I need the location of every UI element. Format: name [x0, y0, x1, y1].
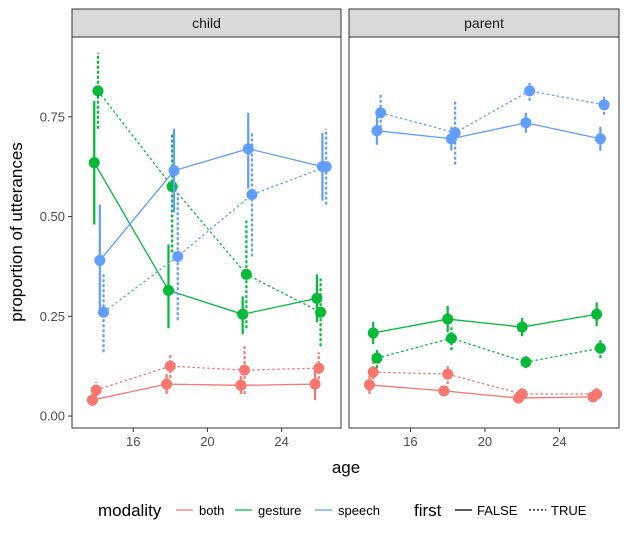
x-tick-label: 20 — [478, 434, 492, 449]
legend-label-TRUE: TRUE — [551, 503, 587, 518]
chart-panels: child 16 20 24 parent 16 20 24 — [71, 8, 620, 449]
legend-title-first: first — [414, 501, 442, 520]
series-line — [369, 384, 593, 399]
data-point — [168, 165, 180, 177]
panel-border — [71, 36, 342, 429]
data-point — [442, 313, 454, 325]
x-tick-label: 24 — [552, 434, 566, 449]
data-point — [161, 378, 173, 390]
data-point — [94, 254, 106, 266]
series-both-TRUE — [367, 360, 603, 401]
series-line — [93, 162, 318, 315]
data-point — [240, 268, 252, 280]
series-line — [376, 122, 601, 140]
series-gesture-TRUE — [92, 52, 327, 347]
data-point — [371, 125, 383, 137]
panel-parent: parent 16 20 24 — [348, 8, 620, 449]
data-point — [164, 360, 176, 372]
data-point — [375, 107, 387, 119]
legend-label-gesture: gesture — [258, 503, 301, 518]
data-point — [92, 85, 104, 97]
panel-child: child 16 20 24 — [71, 8, 342, 449]
y-tick-label: 0.50 — [40, 209, 65, 224]
facet-strip-label: child — [192, 15, 221, 31]
x-tick-label: 24 — [274, 434, 288, 449]
data-point — [591, 308, 603, 320]
series-gesture-TRUE — [371, 326, 606, 369]
data-point — [88, 157, 100, 169]
series-line — [103, 166, 327, 313]
data-point — [367, 366, 379, 378]
panel-border — [348, 36, 620, 429]
series-line — [95, 365, 319, 391]
x-axis-label: age — [332, 458, 360, 477]
series-speech-TRUE — [98, 128, 332, 353]
data-point — [594, 133, 606, 145]
data-point — [320, 161, 332, 173]
series-gesture-FALSE — [367, 302, 603, 345]
series-line — [97, 90, 321, 313]
data-point — [591, 388, 603, 400]
series-both-FALSE — [86, 368, 321, 407]
data-point — [524, 85, 536, 97]
series-line — [373, 313, 597, 334]
x-tick-label: 20 — [200, 434, 214, 449]
data-point — [520, 356, 532, 368]
y-tick-label: 0.75 — [40, 109, 65, 124]
facet-strip — [71, 8, 342, 38]
legend: modality both gesture speech first FALSE TRUE — [98, 501, 587, 520]
data-point — [598, 99, 610, 111]
data-point — [371, 352, 383, 364]
data-point — [315, 306, 327, 318]
data-point — [98, 306, 110, 318]
data-point — [449, 127, 461, 139]
data-point — [90, 384, 102, 396]
series-line — [373, 371, 597, 395]
facet-strip — [348, 8, 620, 38]
data-point — [166, 181, 178, 193]
y-tick-label: 0.25 — [40, 309, 65, 324]
legend-label-FALSE: FALSE — [477, 503, 518, 518]
x-tick-label: 16 — [126, 434, 140, 449]
series-speech-FALSE — [371, 112, 606, 151]
legend-label-both: both — [199, 503, 224, 518]
data-point — [162, 284, 174, 296]
data-point — [172, 250, 184, 262]
series-gesture-FALSE — [88, 100, 323, 335]
series-line — [380, 90, 605, 134]
series-speech-TRUE — [375, 80, 610, 165]
data-point — [313, 362, 325, 374]
data-point — [367, 327, 379, 339]
data-point — [516, 321, 528, 333]
legend-label-speech: speech — [338, 503, 380, 518]
y-axis: 0.00 0.25 0.50 0.75 — [40, 109, 72, 424]
data-point — [445, 332, 457, 344]
data-point — [516, 388, 528, 400]
y-axis-label: proportion of utterances — [7, 142, 26, 322]
series-line — [99, 148, 323, 261]
x-tick-label: 16 — [403, 434, 417, 449]
data-point — [246, 189, 258, 201]
facet-strip-label: parent — [464, 15, 504, 31]
data-point — [239, 364, 251, 376]
legend-title-modality: modality — [98, 501, 162, 520]
series-both-FALSE — [363, 376, 599, 404]
data-point — [363, 379, 375, 391]
data-point — [438, 385, 450, 397]
series-line — [376, 337, 601, 363]
data-point — [442, 368, 454, 380]
series-speech-FALSE — [94, 112, 328, 313]
data-point — [520, 117, 532, 129]
series-line — [92, 383, 316, 401]
y-tick-label: 0.00 — [40, 409, 65, 424]
data-point — [594, 342, 606, 354]
series-both-TRUE — [90, 346, 325, 399]
